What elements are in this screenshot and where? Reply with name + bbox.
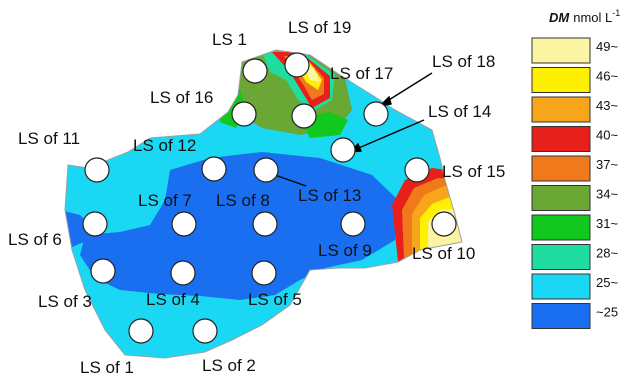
- sample-points: [82, 52, 457, 344]
- point-ls-18: [363, 101, 389, 127]
- legend-label: ~25: [596, 305, 618, 320]
- legend-swatch: [531, 96, 591, 123]
- point-ls-9: [340, 211, 366, 237]
- point-ls-14: [330, 137, 356, 163]
- label-ls-3: LS of 3: [38, 292, 92, 311]
- point-ls-7: [171, 211, 197, 237]
- legend-title-exponent: -1: [612, 8, 620, 18]
- label-ls-10: LS of 10: [412, 244, 475, 263]
- label-ls-12: LS of 12: [133, 136, 196, 155]
- point-ls-2: [192, 318, 218, 344]
- legend-label: 34~: [596, 187, 618, 202]
- legend-title-unit: nmol L: [573, 10, 612, 25]
- legend-swatch: [531, 303, 591, 329]
- point-ls-6: [82, 211, 108, 237]
- label-ls-8: LS of 8: [216, 191, 270, 210]
- point-ls-4: [170, 260, 196, 286]
- legend-label: 25~: [596, 275, 618, 290]
- legend-label: 46~: [596, 69, 618, 84]
- legend-label: 31~: [596, 216, 618, 231]
- label-ls-9: LS of 9: [318, 241, 372, 260]
- legend-swatch: [531, 67, 591, 93]
- label-ls-18: LS of 18: [432, 52, 495, 71]
- legend-label: 43~: [596, 98, 618, 113]
- legend-label: 49~: [596, 39, 618, 54]
- point-ls-3: [90, 258, 116, 284]
- legend-swatch: [531, 273, 591, 300]
- legend-label: 37~: [596, 157, 618, 172]
- label-ls-17: LS of 17: [330, 64, 393, 83]
- legend-swatch: [531, 126, 591, 152]
- point-ls-13: [253, 157, 279, 183]
- contour-band-under-25: [80, 152, 398, 300]
- legend-bins: 49~ 46~ 43~ 40~ 37~ 34~ 31~ 28~ 25~ ~25: [531, 37, 618, 329]
- legend-title: DM nmol L-1: [549, 8, 620, 25]
- label-ls-5: LS of 5: [248, 290, 302, 309]
- site-labels: LS 1 LS of 19 LS of 18 LS of 17 LS of 16…: [8, 18, 505, 377]
- leader-line-ls-18: [383, 72, 433, 104]
- label-ls-4: LS of 4: [146, 290, 200, 309]
- label-ls-7: LS of 7: [138, 191, 192, 210]
- legend-swatch: [531, 155, 591, 182]
- legend-swatch: [531, 244, 591, 270]
- label-ls-16: LS of 16: [150, 88, 213, 107]
- label-ls-15: LS of 15: [442, 162, 505, 181]
- leader-line-ls-14: [353, 119, 425, 151]
- color-legend: DM nmol L-1 49~ 46~ 43~ 40~ 37~ 34~ 31~ 28~ 25~ ~2…: [531, 8, 620, 329]
- contour-band-under-25-west: [65, 200, 100, 248]
- label-ls-13: LS of 13: [298, 186, 361, 205]
- point-ls-5: [251, 260, 277, 286]
- legend-title-symbol: DM: [549, 10, 570, 25]
- label-ls-1: LS 1: [212, 30, 247, 49]
- legend-swatch: [531, 37, 591, 64]
- point-ls-16: [231, 101, 257, 127]
- label-ls-11: LS of 11: [18, 129, 80, 148]
- label-ls-6: LS of 6: [8, 230, 62, 249]
- legend-swatch: [531, 185, 591, 211]
- point-ls-10: [431, 211, 457, 237]
- point-ls-15: [404, 157, 430, 183]
- point-ls-19: [284, 52, 310, 78]
- label-ls-19: LS of 19: [288, 18, 351, 37]
- legend-label: 40~: [596, 128, 618, 143]
- label-ls-2: LS of 2: [202, 356, 256, 375]
- point-ls-11: [84, 157, 110, 183]
- point-ls-12: [201, 156, 227, 182]
- point-ls-17: [291, 103, 317, 129]
- legend-swatch: [531, 214, 591, 241]
- region-outline: [64, 49, 463, 359]
- label-ls-1b: LS of 1: [80, 358, 134, 377]
- legend-label: 28~: [596, 246, 618, 261]
- label-ls-14: LS of 14: [428, 102, 491, 121]
- point-ls-1: [242, 58, 268, 84]
- point-ls-1b: [128, 318, 154, 344]
- leader-line-ls-13: [271, 173, 307, 187]
- point-ls-8: [252, 211, 278, 237]
